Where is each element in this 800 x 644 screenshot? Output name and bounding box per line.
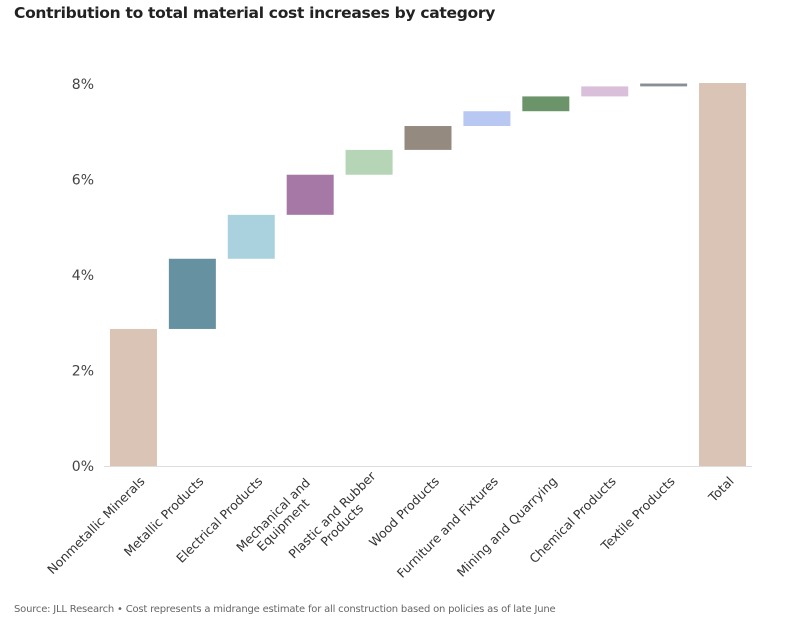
x-tick-label: Total [705,474,737,506]
bar-nonmetallic-minerals [109,328,157,466]
x-tick-label-line: Nonmetallic Minerals [44,474,147,577]
y-axis: 0% 2% 4% 6% 8% [72,77,94,475]
bar-chemical-products [581,86,629,97]
bar-total [699,83,747,467]
chart-title: Contribution to total material cost incr… [14,4,496,22]
y-tick-label: 8% [72,77,94,93]
bar-textile-products [640,83,688,87]
y-tick-label: 0% [72,459,94,475]
bar-electrical-products [227,214,275,259]
source-note: Source: JLL Research • Cost represents a… [14,604,556,615]
bar-plastic-and-rubber-products [345,149,393,175]
waterfall-chart: 0% 2% 4% 6% 8% Nonmetallic MineralsMetallic … [44,77,752,581]
x-tick-label: Furniture and Fixtures [394,474,501,581]
bar-furniture-and-fixtures [463,111,511,127]
y-tick-label: 6% [72,173,94,189]
x-tick-label: Nonmetallic Minerals [44,474,147,577]
bar-wood-products [404,126,452,150]
bars [109,83,747,467]
x-tick-label-line: Mining and Quarrying [454,474,560,580]
y-tick-label: 4% [72,268,94,284]
bar-mining-and-quarrying [522,96,570,112]
y-tick-label: 2% [72,364,94,380]
x-tick-label-line: Furniture and Fixtures [394,474,501,581]
x-tick-label: Mining and Quarrying [454,474,560,580]
x-tick-label-line: Total [705,474,737,506]
bar-mechanical-and-equipment [286,174,334,215]
bar-metallic-products [168,258,216,329]
